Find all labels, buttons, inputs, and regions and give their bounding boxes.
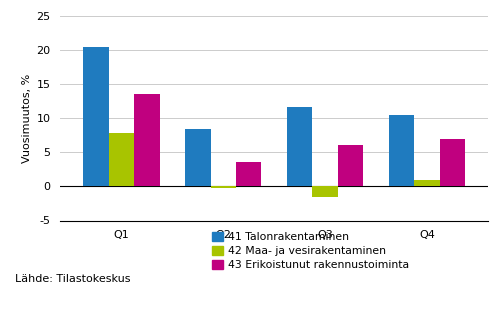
Bar xyxy=(211,186,236,188)
Bar xyxy=(414,180,440,186)
Bar xyxy=(338,146,363,186)
Bar xyxy=(83,47,109,186)
Text: Lähde: Tilastokeskus: Lähde: Tilastokeskus xyxy=(15,274,131,284)
Bar xyxy=(109,133,134,186)
Bar xyxy=(440,139,465,186)
Legend: 41 Talonrakentaminen, 42 Maa- ja vesirakentaminen, 43 Erikoistunut rakennustoimi: 41 Talonrakentaminen, 42 Maa- ja vesirak… xyxy=(212,232,409,271)
Bar xyxy=(312,186,338,197)
Bar xyxy=(287,107,312,186)
Bar xyxy=(134,94,159,186)
Bar xyxy=(185,129,211,186)
Bar xyxy=(236,163,262,186)
Bar xyxy=(389,115,414,186)
Y-axis label: Vuosimuutos, %: Vuosimuutos, % xyxy=(22,73,32,163)
